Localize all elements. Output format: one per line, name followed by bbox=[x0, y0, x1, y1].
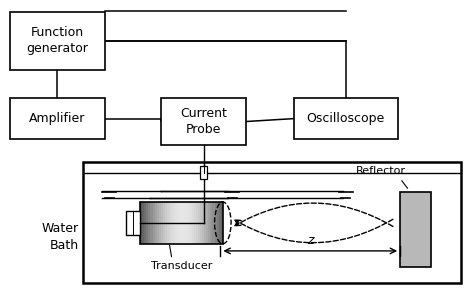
Bar bbox=[146, 202, 149, 244]
Bar bbox=[183, 202, 186, 244]
Bar bbox=[217, 202, 219, 244]
Bar bbox=[10, 12, 105, 70]
Bar bbox=[169, 202, 172, 244]
Bar bbox=[202, 202, 205, 244]
Bar bbox=[206, 202, 209, 244]
Bar bbox=[201, 166, 208, 179]
Bar bbox=[186, 202, 188, 244]
Bar bbox=[83, 162, 462, 283]
Text: Water
Bath: Water Bath bbox=[42, 222, 79, 252]
Bar bbox=[209, 202, 211, 244]
Text: Transducer: Transducer bbox=[151, 261, 212, 271]
Text: Function
generator: Function generator bbox=[27, 27, 88, 55]
Bar bbox=[167, 202, 170, 244]
Bar bbox=[126, 211, 140, 235]
Bar bbox=[161, 99, 246, 144]
Bar bbox=[200, 202, 202, 244]
Bar bbox=[148, 202, 151, 244]
Text: z: z bbox=[307, 234, 313, 247]
Bar bbox=[163, 202, 165, 244]
Bar bbox=[400, 192, 431, 267]
Bar bbox=[153, 202, 155, 244]
Bar bbox=[159, 202, 161, 244]
Bar bbox=[173, 202, 176, 244]
Bar bbox=[196, 202, 199, 244]
Bar bbox=[155, 202, 157, 244]
Bar bbox=[294, 99, 398, 139]
Bar bbox=[221, 202, 223, 244]
Bar bbox=[140, 202, 223, 244]
Bar bbox=[10, 99, 105, 139]
Bar bbox=[179, 202, 182, 244]
Text: Amplifier: Amplifier bbox=[29, 112, 86, 125]
Bar bbox=[212, 202, 215, 244]
Bar bbox=[204, 202, 207, 244]
Bar bbox=[140, 202, 143, 244]
Text: Oscilloscope: Oscilloscope bbox=[307, 112, 385, 125]
Bar bbox=[219, 202, 221, 244]
Bar bbox=[198, 202, 201, 244]
Bar bbox=[188, 202, 190, 244]
Bar bbox=[190, 202, 192, 244]
Bar bbox=[192, 202, 194, 244]
Bar bbox=[177, 202, 180, 244]
Bar bbox=[194, 202, 196, 244]
Bar bbox=[182, 202, 184, 244]
Bar bbox=[171, 202, 173, 244]
Bar bbox=[156, 202, 159, 244]
Bar bbox=[161, 202, 164, 244]
Bar bbox=[210, 202, 213, 244]
Bar bbox=[142, 202, 145, 244]
Bar bbox=[150, 202, 153, 244]
Text: Reflector: Reflector bbox=[356, 166, 406, 176]
Bar bbox=[175, 202, 178, 244]
Bar bbox=[165, 202, 167, 244]
Text: Current
Probe: Current Probe bbox=[181, 107, 228, 136]
Bar bbox=[144, 202, 147, 244]
Bar bbox=[215, 202, 217, 244]
